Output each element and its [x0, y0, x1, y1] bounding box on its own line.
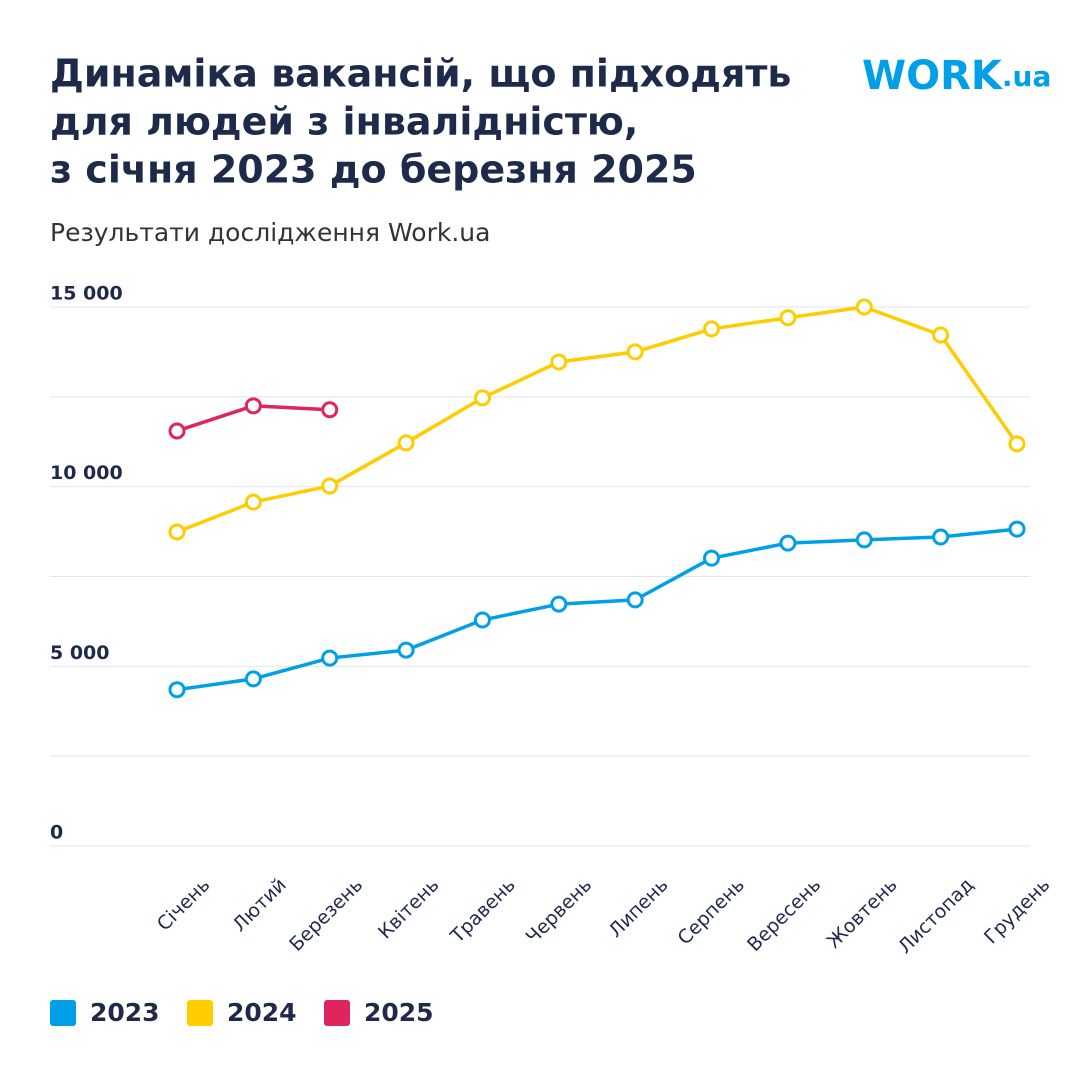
x-tick-label: Лютий: [229, 874, 291, 936]
point: [779, 309, 797, 327]
point: [779, 534, 797, 552]
subtitle: Результати дослідження Work.ua: [50, 218, 490, 247]
y-tick-label: 5 000: [50, 642, 110, 664]
legend-label: 2024: [227, 998, 297, 1027]
x-tick-label: Грудень: [980, 874, 1054, 948]
point: [244, 670, 262, 688]
point: [626, 343, 644, 361]
legend-label: 2025: [364, 998, 434, 1027]
x-tick-label: Березень: [285, 874, 367, 956]
point: [550, 595, 568, 613]
point: [1008, 520, 1026, 538]
point: [168, 422, 186, 440]
x-tick-label: Липень: [604, 874, 672, 942]
point: [397, 641, 415, 659]
x-tick-label: Квітень: [374, 874, 444, 944]
point: [703, 549, 721, 567]
point: [168, 681, 186, 699]
logo-main: WORK: [862, 53, 1004, 99]
point: [168, 523, 186, 541]
point: [855, 531, 873, 549]
point: [473, 611, 491, 629]
chart-title: для людей з інвалідністю,: [50, 100, 638, 144]
legend-label: 2023: [90, 998, 160, 1027]
point: [1008, 435, 1026, 453]
point: [244, 397, 262, 415]
x-tick-label: Червень: [522, 874, 596, 948]
point: [244, 493, 262, 511]
x-tick-label: Жовтень: [823, 874, 902, 953]
series-line: [176, 527, 1018, 692]
point: [321, 649, 339, 667]
point: [626, 591, 644, 609]
chart-title: Динаміка вакансій, що підходять: [50, 52, 791, 96]
point: [932, 528, 950, 546]
point: [321, 401, 339, 419]
x-tick-label: Вересень: [743, 874, 825, 956]
x-tick-label: Травень: [446, 874, 520, 948]
point: [397, 434, 415, 452]
logo: WORK.ua: [862, 53, 1051, 99]
point: [932, 326, 950, 344]
y-tick-label: 15 000: [50, 283, 123, 305]
y-tick-label: 10 000: [50, 462, 123, 484]
chart-title: з січня 2023 до березня 2025: [50, 148, 697, 192]
x-tick-label: Січень: [153, 874, 215, 936]
point: [550, 353, 568, 371]
legend-swatch: [187, 1000, 213, 1026]
point: [703, 320, 721, 338]
logo-suffix: .ua: [1002, 60, 1051, 93]
legend-swatch: [324, 1000, 350, 1026]
point: [473, 389, 491, 407]
point: [855, 298, 873, 316]
x-tick-label: Листопад: [894, 874, 978, 958]
point: [321, 477, 339, 495]
legend-swatch: [50, 1000, 76, 1026]
series-line: [176, 305, 1019, 534]
y-tick-label: 0: [50, 822, 63, 844]
x-tick-label: Серпень: [673, 874, 748, 949]
